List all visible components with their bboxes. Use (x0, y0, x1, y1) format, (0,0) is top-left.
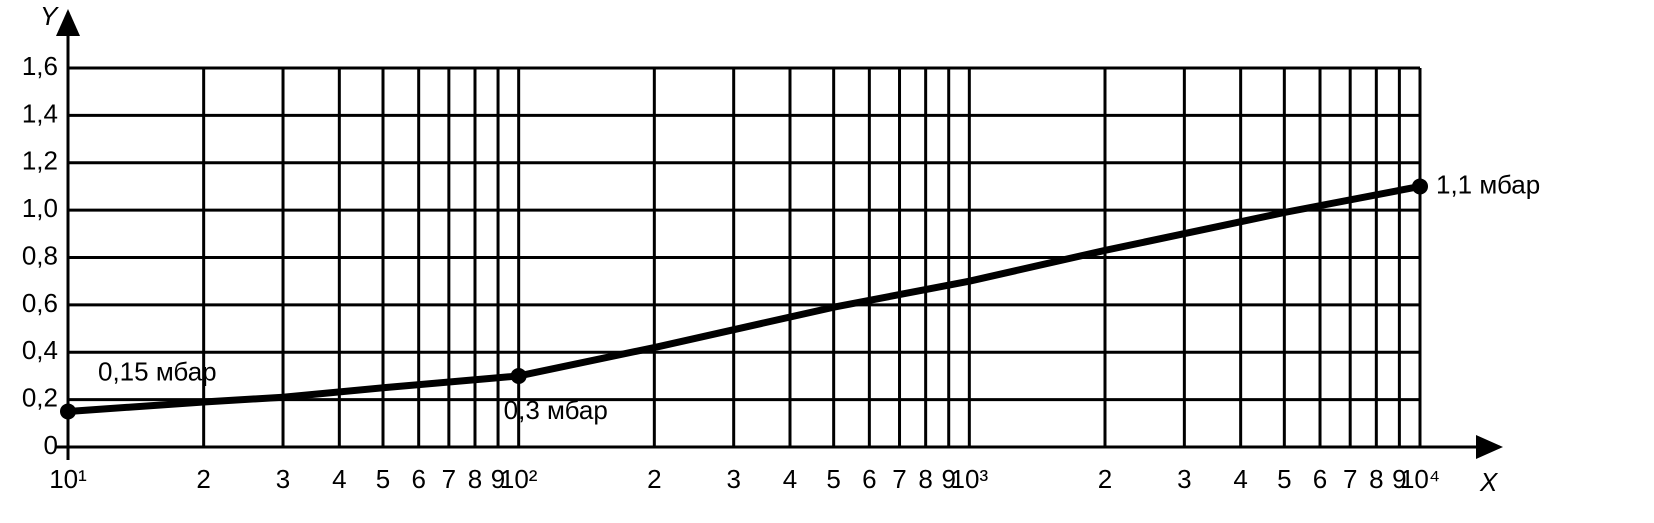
y-axis-label: Y (40, 1, 59, 31)
x-tick-label: 4 (783, 464, 797, 494)
x-axis-label: X (1479, 467, 1499, 497)
x-tick-label: 8 (1369, 464, 1383, 494)
annotation: 0,15 мбар (98, 356, 217, 386)
x-tick-label: 10² (500, 464, 538, 494)
x-tick-label: 2 (196, 464, 210, 494)
x-tick-label: 6 (411, 464, 425, 494)
x-tick-label: 9 (1392, 464, 1406, 494)
annotation: 1,1 мбар (1436, 169, 1540, 199)
x-tick-label: 7 (442, 464, 456, 494)
data-point (60, 403, 76, 420)
x-tick-label: 6 (862, 464, 876, 494)
y-tick-label: 0 (44, 430, 58, 460)
y-tick-label: 0,8 (22, 240, 58, 270)
x-tick-label: 3 (726, 464, 740, 494)
x-tick-label: 9 (491, 464, 505, 494)
y-tick-label: 1,4 (22, 98, 58, 128)
x-tick-label: 5 (1277, 464, 1291, 494)
x-tick-label: 3 (276, 464, 290, 494)
x-tick-label: 2 (647, 464, 661, 494)
x-tick-label: 10⁴ (1400, 464, 1440, 494)
annotation: 0,3 мбар (504, 395, 608, 425)
x-tick-label: 5 (826, 464, 840, 494)
data-point (1412, 178, 1428, 195)
x-tick-label: 10¹ (49, 464, 87, 494)
x-tick-label: 5 (376, 464, 390, 494)
data-point (510, 367, 527, 384)
x-tick-label: 7 (892, 464, 906, 494)
x-tick-label: 9 (941, 464, 955, 494)
x-tick-label: 4 (1233, 464, 1247, 494)
y-tick-label: 0,2 (22, 383, 58, 413)
x-tick-label: 3 (1177, 464, 1191, 494)
y-tick-label: 0,4 (22, 335, 58, 365)
x-tick-label: 8 (918, 464, 932, 494)
x-tick-label: 10³ (951, 464, 989, 494)
x-tick-label: 2 (1098, 464, 1112, 494)
x-tick-label: 8 (468, 464, 482, 494)
x-tick-label: 6 (1313, 464, 1327, 494)
y-tick-label: 1,2 (22, 146, 58, 176)
y-tick-label: 1,6 (22, 51, 58, 81)
y-tick-label: 0,6 (22, 288, 58, 318)
y-tick-label: 1,0 (22, 193, 58, 223)
x-tick-label: 7 (1343, 464, 1357, 494)
data-line (67, 183, 1421, 415)
x-tick-label: 4 (332, 464, 346, 494)
